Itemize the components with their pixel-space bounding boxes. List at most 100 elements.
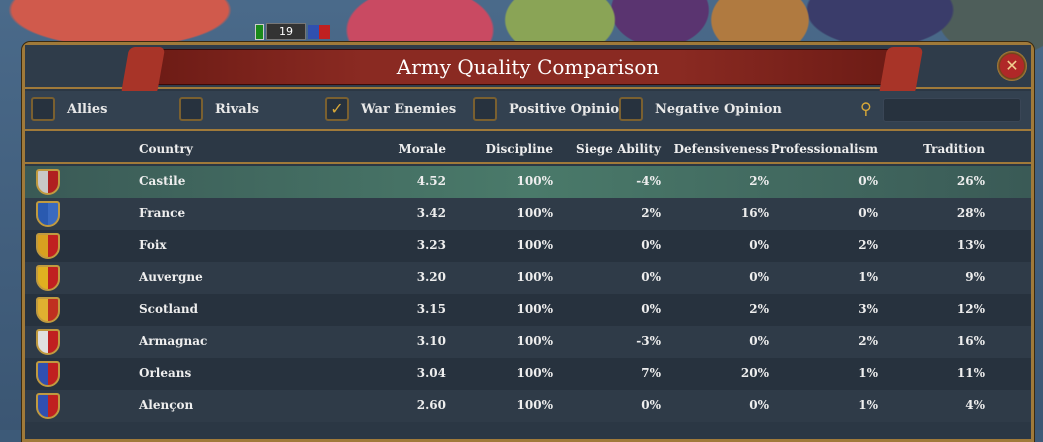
professionalism-value: 3%	[858, 302, 878, 316]
country-shield-icon	[36, 233, 60, 259]
tradition-value: 9%	[965, 270, 985, 284]
filter-label: War Enemies	[361, 101, 457, 117]
defensiveness-value: 20%	[740, 366, 769, 380]
table-row[interactable]: Alençon 2.60 100% 0% 0% 1% 4%	[25, 390, 1031, 422]
professionalism-value: 2%	[858, 334, 878, 348]
column-header-tradition[interactable]: Tradition	[923, 142, 985, 156]
close-icon[interactable]: ✕	[997, 51, 1027, 81]
country-name: Scotland	[139, 302, 198, 316]
morale-value: 3.20	[416, 270, 446, 284]
morale-value: 3.42	[416, 206, 446, 220]
table-row[interactable]: Orleans 3.04 100% 7% 20% 1% 11%	[25, 358, 1031, 390]
table-row[interactable]: Castile 4.52 100% -4% 2% 0% 26%	[25, 166, 1031, 198]
filter-label: Allies	[67, 101, 108, 117]
siege-value: 2%	[641, 206, 661, 220]
country-shield-icon	[36, 201, 60, 227]
defensiveness-value: 0%	[749, 270, 769, 284]
morale-value: 3.23	[416, 238, 446, 252]
country-name: Castile	[139, 174, 186, 188]
professionalism-value: 0%	[858, 174, 878, 188]
siege-value: 7%	[641, 366, 661, 380]
tradition-value: 4%	[965, 398, 985, 412]
professionalism-value: 2%	[858, 238, 878, 252]
tradition-value: 28%	[956, 206, 985, 220]
discipline-value: 100%	[516, 334, 553, 348]
search-input[interactable]	[883, 98, 1021, 122]
title-banner	[130, 49, 910, 85]
title-bar[interactable]: Army Quality Comparison ✕	[25, 45, 1031, 95]
table-row[interactable]: France 3.42 100% 2% 16% 0% 28%	[25, 198, 1031, 230]
table-row[interactable]: Auvergne 3.20 100% 0% 0% 1% 9%	[25, 262, 1031, 294]
defensiveness-value: 16%	[740, 206, 769, 220]
country-shield-icon	[36, 297, 60, 323]
magnifier-icon: ⚲	[860, 99, 872, 118]
professionalism-value: 1%	[858, 366, 878, 380]
country-name: Auvergne	[139, 270, 203, 284]
siege-value: -3%	[636, 334, 661, 348]
filter-allies[interactable]: Allies	[31, 97, 108, 121]
siege-value: 0%	[641, 302, 661, 316]
checkbox[interactable]	[179, 97, 203, 121]
defensiveness-value: 0%	[749, 238, 769, 252]
discipline-value: 100%	[516, 366, 553, 380]
professionalism-value: 0%	[858, 206, 878, 220]
filter-label: Negative Opinion	[655, 101, 782, 117]
siege-value: -4%	[636, 174, 661, 188]
column-header-siege[interactable]: Siege Ability	[576, 142, 661, 156]
table-row[interactable]: Scotland 3.15 100% 0% 2% 3% 12%	[25, 294, 1031, 326]
siege-value: 0%	[641, 238, 661, 252]
checkbox[interactable]	[31, 97, 55, 121]
column-header-professionalism[interactable]: Professionalism	[770, 142, 878, 156]
discipline-value: 100%	[516, 174, 553, 188]
defensiveness-value: 2%	[749, 174, 769, 188]
defensiveness-value: 0%	[749, 334, 769, 348]
column-header-country[interactable]: Country	[139, 142, 193, 156]
country-shield-icon	[36, 361, 60, 387]
country-name: Alençon	[139, 398, 194, 412]
professionalism-value: 1%	[858, 270, 878, 284]
filter-rivals[interactable]: Rivals	[179, 97, 259, 121]
army-unit-marker[interactable]: 19	[255, 23, 330, 40]
checkbox[interactable]: ✓	[325, 97, 349, 121]
table-header: Country Morale Discipline Siege Ability Defe…	[25, 134, 1031, 164]
tradition-value: 13%	[956, 238, 985, 252]
column-header-defensiveness[interactable]: Defensiveness	[673, 142, 769, 156]
country-name: Orleans	[139, 366, 192, 380]
tradition-value: 11%	[956, 366, 985, 380]
filter-war-enemies[interactable]: ✓ War Enemies	[325, 97, 456, 121]
army-quality-window: Army Quality Comparison ✕ Allies Rivals ✓ W…	[22, 42, 1034, 442]
table-row[interactable]: Foix 3.23 100% 0% 0% 2% 13%	[25, 230, 1031, 262]
window-title: Army Quality Comparison	[396, 55, 660, 79]
filter-negative-opinion[interactable]: Negative Opinion	[619, 97, 782, 121]
country-name: Armagnac	[139, 334, 208, 348]
morale-value: 3.04	[416, 366, 446, 380]
country-name: Foix	[139, 238, 167, 252]
checkbox[interactable]	[619, 97, 643, 121]
unit-flag-icon	[308, 24, 330, 39]
morale-value: 2.60	[416, 398, 446, 412]
defensiveness-value: 0%	[749, 398, 769, 412]
tradition-value: 12%	[956, 302, 985, 316]
morale-value: 3.15	[416, 302, 446, 316]
tradition-value: 16%	[956, 334, 985, 348]
table-row[interactable]: Armagnac 3.10 100% -3% 0% 2% 16%	[25, 326, 1031, 358]
country-shield-icon	[36, 329, 60, 355]
professionalism-value: 1%	[858, 398, 878, 412]
country-shield-icon	[36, 393, 60, 419]
siege-value: 0%	[641, 270, 661, 284]
morale-value: 3.10	[416, 334, 446, 348]
discipline-value: 100%	[516, 270, 553, 284]
checkbox[interactable]	[473, 97, 497, 121]
column-header-morale[interactable]: Morale	[398, 142, 446, 156]
filter-positive-opinion[interactable]: Positive Opinion	[473, 97, 629, 121]
siege-value: 0%	[641, 398, 661, 412]
filter-bar: Allies Rivals ✓ War Enemies Positive Opinion…	[25, 91, 1031, 131]
discipline-value: 100%	[516, 238, 553, 252]
country-shield-icon	[36, 265, 60, 291]
filter-label: Rivals	[215, 101, 259, 117]
country-shield-icon	[36, 169, 60, 195]
discipline-value: 100%	[516, 398, 553, 412]
morale-value: 4.52	[416, 174, 446, 188]
defensiveness-value: 2%	[749, 302, 769, 316]
column-header-discipline[interactable]: Discipline	[485, 142, 553, 156]
